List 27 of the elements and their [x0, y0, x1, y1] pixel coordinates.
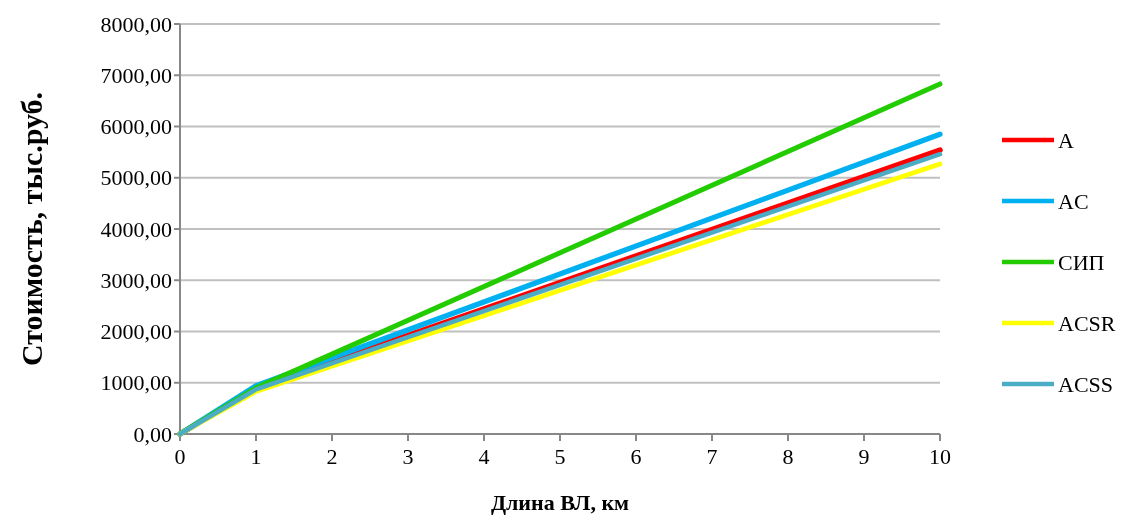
y-tick-label: 1000,00	[100, 370, 172, 396]
x-tick-label: 3	[402, 444, 414, 469]
y-tick-label: 4000,00	[100, 216, 172, 242]
y-tick-label: 2000,00	[100, 319, 172, 345]
y-tick-label: 3000,00	[100, 267, 172, 293]
y-tick-label: 6000,00	[100, 114, 172, 140]
y-tick-label: 0,00	[133, 421, 172, 447]
y-axis-title: Стоимость, тыс.руб.	[15, 91, 48, 367]
x-tick-label: 8	[782, 444, 794, 469]
x-tick-label: 10	[929, 444, 951, 469]
x-axis-title: Длина ВЛ, км	[490, 490, 630, 515]
x-tick-label: 4	[478, 444, 490, 469]
y-tick-label: 7000,00	[100, 62, 172, 88]
legend-label: ACSR	[1058, 310, 1116, 336]
x-tick-label: 0	[174, 444, 186, 469]
x-tick-label: 2	[326, 444, 338, 469]
x-tick-label: 9	[858, 444, 870, 469]
legend-label: AC	[1058, 188, 1089, 214]
legend-label: A	[1058, 127, 1074, 153]
y-tick-label: 8000,00	[100, 11, 172, 37]
x-tick-label: 7	[706, 444, 718, 469]
legend-label: СИП	[1058, 249, 1105, 275]
x-tick-label: 6	[630, 444, 642, 469]
x-tick-label: 1	[250, 444, 262, 469]
legend-label: ACSS	[1058, 371, 1114, 397]
x-tick-label: 5	[554, 444, 566, 469]
y-tick-label: 5000,00	[100, 165, 172, 191]
